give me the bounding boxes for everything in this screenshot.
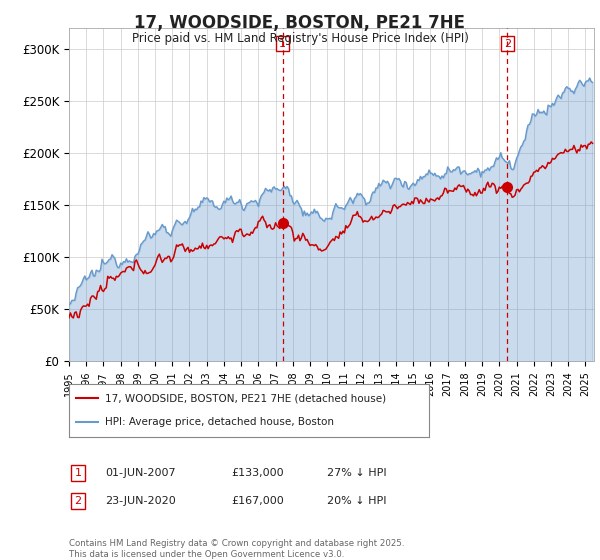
Text: 1: 1 (279, 39, 286, 49)
Text: 17, WOODSIDE, BOSTON, PE21 7HE (detached house): 17, WOODSIDE, BOSTON, PE21 7HE (detached… (105, 394, 386, 404)
Text: 20% ↓ HPI: 20% ↓ HPI (327, 496, 386, 506)
Text: £133,000: £133,000 (231, 468, 284, 478)
Text: Price paid vs. HM Land Registry's House Price Index (HPI): Price paid vs. HM Land Registry's House … (131, 32, 469, 45)
Text: 2: 2 (503, 39, 511, 49)
Text: 23-JUN-2020: 23-JUN-2020 (105, 496, 176, 506)
Text: 17, WOODSIDE, BOSTON, PE21 7HE: 17, WOODSIDE, BOSTON, PE21 7HE (134, 14, 466, 32)
Text: Contains HM Land Registry data © Crown copyright and database right 2025.
This d: Contains HM Land Registry data © Crown c… (69, 539, 404, 559)
Text: 2: 2 (74, 496, 82, 506)
Text: HPI: Average price, detached house, Boston: HPI: Average price, detached house, Bost… (105, 417, 334, 427)
Text: 27% ↓ HPI: 27% ↓ HPI (327, 468, 386, 478)
Text: 1: 1 (74, 468, 82, 478)
Text: 01-JUN-2007: 01-JUN-2007 (105, 468, 176, 478)
Text: £167,000: £167,000 (231, 496, 284, 506)
